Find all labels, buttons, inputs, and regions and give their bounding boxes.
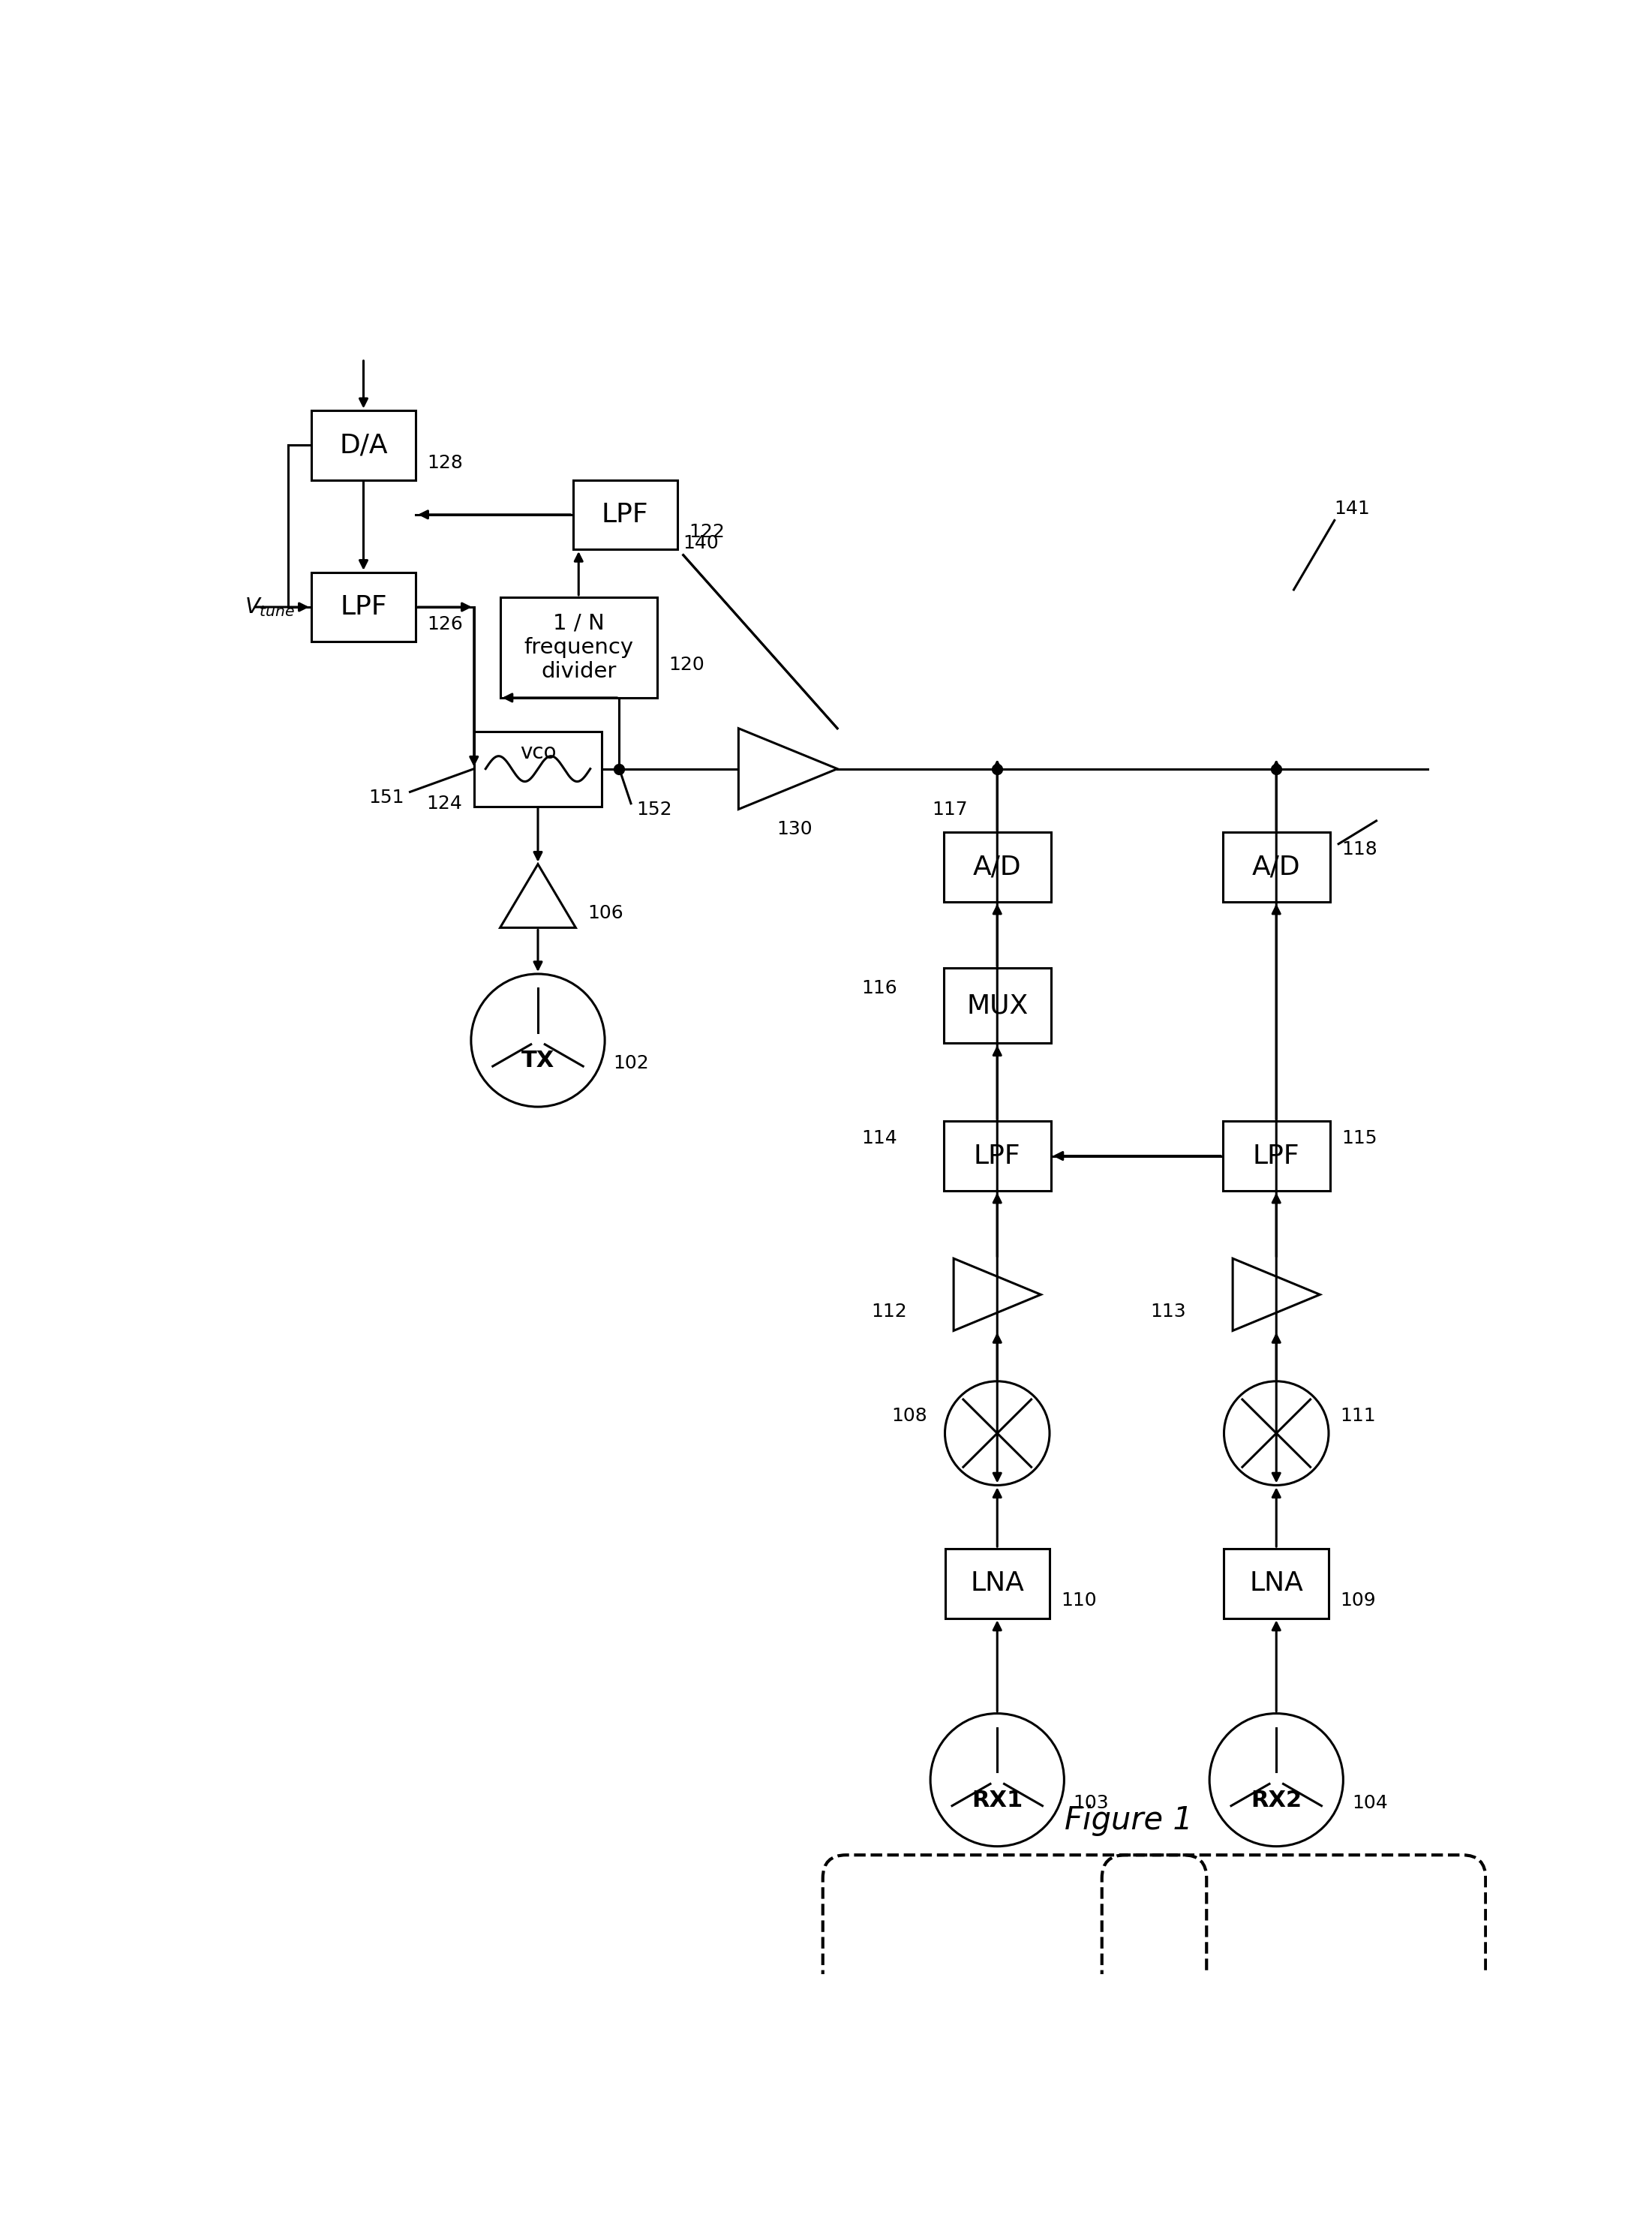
Polygon shape (501, 865, 575, 927)
Text: 140: 140 (684, 535, 719, 552)
Text: D/A: D/A (339, 433, 388, 459)
Circle shape (1209, 1715, 1343, 1845)
Text: LPF: LPF (601, 501, 649, 528)
Text: 115: 115 (1341, 1129, 1378, 1147)
Text: MUX: MUX (966, 994, 1028, 1018)
Text: 130: 130 (776, 821, 813, 838)
Circle shape (1224, 1382, 1328, 1486)
Bar (943, 1122, 1051, 1191)
Bar (1222, 1122, 1330, 1191)
Text: LPF: LPF (1252, 1142, 1300, 1169)
Text: 152: 152 (636, 801, 672, 818)
Bar (311, 572, 416, 641)
Bar (943, 832, 1051, 903)
Text: 108: 108 (892, 1406, 927, 1424)
Text: 118: 118 (1341, 841, 1378, 858)
Text: 110: 110 (1061, 1593, 1097, 1610)
Text: A/D: A/D (1252, 854, 1300, 881)
Bar (474, 732, 601, 807)
Text: 124: 124 (426, 794, 463, 812)
Text: vco: vco (520, 743, 557, 763)
Text: 117: 117 (932, 801, 968, 818)
Text: LNA: LNA (1249, 1570, 1303, 1597)
Polygon shape (738, 728, 838, 810)
Text: TX: TX (522, 1049, 555, 1071)
Polygon shape (953, 1258, 1041, 1331)
Text: 126: 126 (428, 614, 463, 634)
Bar (1222, 832, 1330, 903)
Text: LPF: LPF (340, 594, 387, 619)
Text: 1 / N
frequency
divider: 1 / N frequency divider (524, 612, 633, 683)
Bar (945, 1548, 1049, 1619)
Bar (501, 597, 657, 699)
Text: 113: 113 (1150, 1302, 1186, 1322)
Circle shape (930, 1715, 1064, 1845)
Text: 111: 111 (1340, 1406, 1376, 1424)
Text: 109: 109 (1340, 1593, 1376, 1610)
Text: 104: 104 (1351, 1794, 1388, 1812)
Text: 112: 112 (871, 1302, 907, 1322)
Text: 102: 102 (613, 1054, 649, 1074)
Text: 151: 151 (368, 790, 405, 807)
Bar (311, 410, 416, 479)
Text: 128: 128 (428, 455, 463, 472)
Text: 122: 122 (689, 523, 725, 541)
Text: 103: 103 (1072, 1794, 1108, 1812)
Bar (943, 967, 1051, 1042)
Text: Figure 1: Figure 1 (1064, 1805, 1193, 1837)
Text: LNA: LNA (970, 1570, 1024, 1597)
Text: $V_{tune}$: $V_{tune}$ (244, 597, 294, 619)
Text: 116: 116 (861, 980, 897, 998)
Text: 141: 141 (1335, 499, 1370, 517)
Text: 114: 114 (861, 1129, 897, 1147)
Bar (1224, 1548, 1328, 1619)
Text: RX2: RX2 (1251, 1790, 1302, 1810)
Text: 106: 106 (588, 905, 623, 923)
Text: RX1: RX1 (971, 1790, 1023, 1810)
Bar (573, 479, 677, 550)
Polygon shape (1232, 1258, 1320, 1331)
Circle shape (471, 974, 605, 1107)
Text: LPF: LPF (973, 1142, 1021, 1169)
Circle shape (945, 1382, 1049, 1486)
Text: 120: 120 (669, 657, 704, 674)
Text: A/D: A/D (973, 854, 1021, 881)
